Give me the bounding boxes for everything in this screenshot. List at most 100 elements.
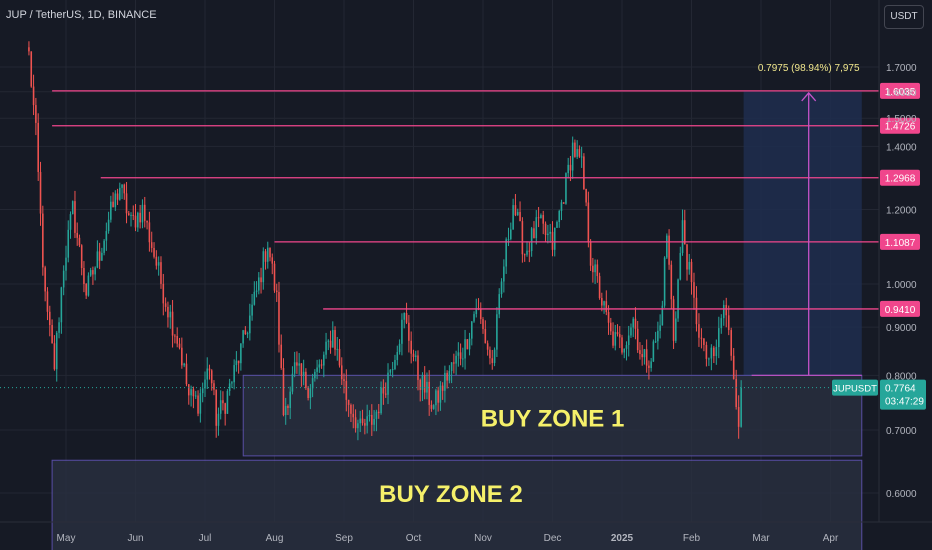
candle[interactable] [262, 247, 265, 290]
candle[interactable] [679, 246, 682, 281]
candle[interactable] [213, 380, 215, 396]
candle[interactable] [137, 211, 139, 232]
candle[interactable] [544, 221, 547, 243]
candle[interactable] [178, 337, 181, 350]
candle[interactable] [708, 357, 710, 366]
candle[interactable] [462, 347, 464, 368]
candle[interactable] [208, 364, 211, 380]
candle[interactable] [112, 192, 114, 208]
candle[interactable] [139, 204, 141, 229]
candle[interactable] [459, 343, 462, 366]
candle[interactable] [287, 404, 289, 416]
candle[interactable] [491, 349, 494, 370]
candle[interactable] [444, 365, 446, 403]
candle[interactable] [686, 243, 688, 281]
candle[interactable] [28, 41, 30, 56]
candle[interactable] [157, 256, 160, 276]
candle[interactable] [556, 220, 558, 229]
candle[interactable] [32, 74, 35, 116]
candle[interactable] [437, 386, 439, 412]
candle[interactable] [336, 336, 339, 361]
candle[interactable] [713, 345, 715, 364]
candle[interactable] [345, 369, 348, 412]
candle[interactable] [441, 382, 444, 400]
candle[interactable] [715, 339, 718, 365]
candle[interactable] [618, 326, 621, 349]
candle[interactable] [435, 388, 437, 416]
candle[interactable] [683, 209, 686, 245]
candle[interactable] [350, 403, 352, 422]
candle[interactable] [30, 51, 33, 88]
candle[interactable] [253, 281, 256, 306]
candle[interactable] [298, 353, 300, 375]
candle[interactable] [251, 293, 253, 321]
candle[interactable] [516, 208, 519, 216]
candle[interactable] [366, 404, 368, 434]
candle[interactable] [643, 348, 646, 365]
candle[interactable] [194, 390, 197, 399]
candle[interactable] [500, 278, 503, 298]
candle[interactable] [222, 391, 224, 411]
candle[interactable] [375, 409, 378, 432]
candle[interactable] [648, 360, 650, 380]
candle[interactable] [466, 339, 469, 350]
candle[interactable] [60, 286, 63, 334]
candle[interactable] [612, 322, 614, 349]
candle[interactable] [42, 205, 44, 276]
candle[interactable] [217, 407, 220, 436]
candle[interactable] [650, 357, 652, 372]
candle[interactable] [249, 303, 251, 341]
candle[interactable] [171, 300, 174, 348]
candle[interactable] [327, 339, 330, 351]
candle[interactable] [240, 343, 242, 371]
candle[interactable] [514, 193, 517, 217]
candle[interactable] [309, 384, 312, 410]
candle[interactable] [583, 153, 585, 190]
candle[interactable] [150, 231, 153, 253]
candle[interactable] [316, 359, 318, 380]
candle[interactable] [475, 298, 478, 318]
candle[interactable] [594, 259, 596, 285]
candle[interactable] [146, 220, 148, 230]
candle[interactable] [598, 272, 601, 300]
candle[interactable] [601, 292, 603, 312]
candle[interactable] [192, 386, 195, 409]
candle[interactable] [228, 378, 231, 396]
candle[interactable] [578, 145, 581, 158]
candle[interactable] [51, 319, 53, 344]
candle[interactable] [718, 316, 720, 359]
candle[interactable] [359, 410, 362, 433]
candle[interactable] [181, 337, 183, 369]
candle[interactable] [446, 370, 448, 389]
candle[interactable] [162, 273, 165, 316]
candle[interactable] [448, 365, 451, 384]
candle[interactable] [357, 419, 359, 441]
candle[interactable] [473, 311, 475, 323]
candle[interactable] [596, 259, 599, 283]
candle[interactable] [421, 372, 424, 401]
candle[interactable] [48, 305, 51, 337]
candle[interactable] [69, 211, 72, 239]
candle[interactable] [377, 404, 380, 419]
candle[interactable] [174, 334, 176, 344]
candle[interactable] [576, 140, 578, 160]
candle[interactable] [693, 272, 695, 310]
candle[interactable] [224, 402, 226, 426]
candle[interactable] [105, 222, 108, 251]
candle[interactable] [482, 317, 484, 334]
candle[interactable] [603, 300, 605, 314]
candle[interactable] [83, 261, 85, 293]
candle[interactable] [325, 332, 327, 359]
candle[interactable] [732, 348, 735, 380]
candle[interactable] [354, 409, 357, 433]
candle[interactable] [291, 366, 294, 395]
candle[interactable] [201, 382, 204, 403]
candle[interactable] [464, 329, 466, 370]
candle[interactable] [65, 245, 67, 281]
candle[interactable] [269, 247, 271, 262]
candle[interactable] [318, 359, 321, 373]
candle[interactable] [607, 305, 610, 335]
candle[interactable] [314, 369, 316, 382]
candle[interactable] [307, 385, 309, 401]
